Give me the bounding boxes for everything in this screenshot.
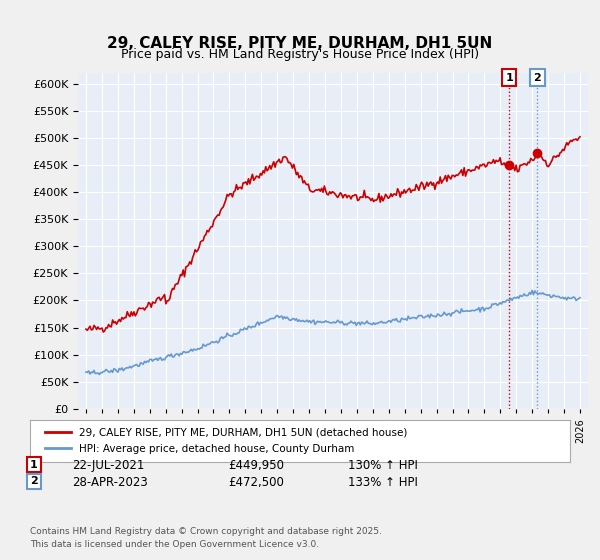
Text: 133% ↑ HPI: 133% ↑ HPI — [348, 475, 418, 488]
Text: 1: 1 — [505, 73, 513, 83]
Text: Price paid vs. HM Land Registry's House Price Index (HPI): Price paid vs. HM Land Registry's House … — [121, 48, 479, 60]
Text: £472,500: £472,500 — [228, 475, 284, 488]
Text: Contains HM Land Registry data © Crown copyright and database right 2025.
This d: Contains HM Land Registry data © Crown c… — [30, 528, 382, 549]
Text: 22-JUL-2021: 22-JUL-2021 — [72, 459, 145, 472]
Text: 1: 1 — [30, 460, 38, 470]
Text: 130% ↑ HPI: 130% ↑ HPI — [348, 459, 418, 472]
Text: 2: 2 — [533, 73, 541, 83]
Legend: 29, CALEY RISE, PITY ME, DURHAM, DH1 5UN (detached house), HPI: Average price, d: 29, CALEY RISE, PITY ME, DURHAM, DH1 5UN… — [41, 424, 412, 458]
Text: 29, CALEY RISE, PITY ME, DURHAM, DH1 5UN: 29, CALEY RISE, PITY ME, DURHAM, DH1 5UN — [107, 36, 493, 52]
Text: 28-APR-2023: 28-APR-2023 — [72, 475, 148, 488]
Text: £449,950: £449,950 — [228, 459, 284, 472]
Text: 2: 2 — [30, 477, 38, 487]
